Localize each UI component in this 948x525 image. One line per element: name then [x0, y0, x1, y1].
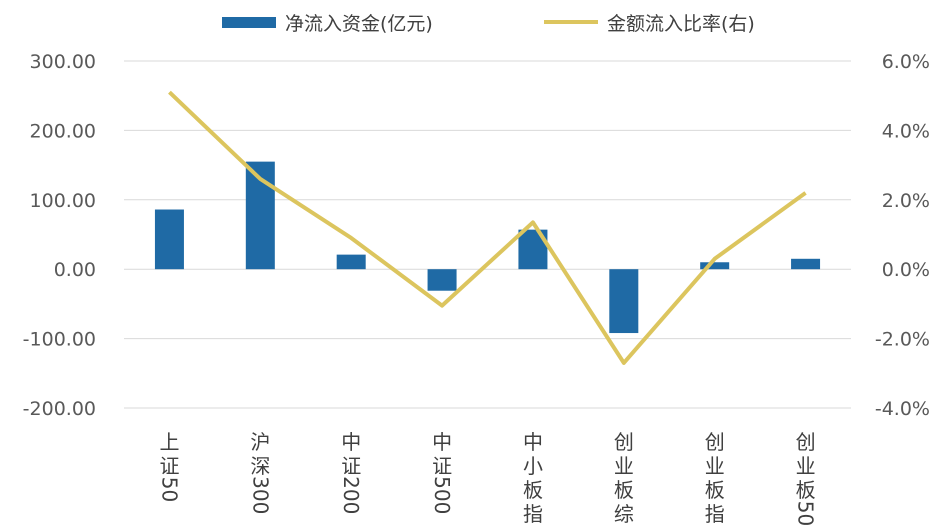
category-label-number: 500 [430, 476, 454, 514]
category-label-char: 证 [159, 454, 179, 478]
left-axis-ticks: -200.00 -100.00 0.00 100.00 200.00 300.00 [23, 51, 96, 420]
left-tick-label: 200.00 [30, 120, 96, 142]
bar [427, 269, 457, 291]
legend-bar-swatch [222, 17, 276, 28]
right-tick-label: 6.0% [882, 51, 930, 73]
gridlines [124, 60, 851, 409]
category-label-char: 创 [705, 430, 725, 454]
category-label-char: 证 [341, 454, 361, 478]
category-label-char: 业 [705, 454, 725, 478]
bar [609, 269, 639, 334]
right-axis-ticks: -4.0% -2.0% 0.0% 2.0% 4.0% 6.0% [875, 51, 930, 420]
category-label-number: 50 [157, 477, 181, 502]
left-tick-label: -100.00 [23, 329, 96, 351]
category-label-char: 小 [523, 454, 543, 478]
bar [700, 262, 730, 270]
right-tick-label: 0.0% [882, 259, 930, 281]
left-tick-label: -200.00 [23, 398, 96, 420]
category-label-char: 指 [523, 502, 543, 525]
category-label-char: 证 [432, 454, 452, 478]
category-label-char: 深 [250, 454, 270, 478]
category-label-char: 中 [523, 430, 543, 454]
category-label-char: 板 [523, 478, 543, 502]
category-label-char: 中 [341, 430, 361, 454]
legend-line-label: 金额流入比率(右) [607, 13, 755, 35]
category-label-char: 创 [796, 430, 816, 454]
category-label-number: 300 [248, 476, 272, 514]
category-label-char: 板 [796, 478, 816, 502]
line-path [168, 90, 807, 365]
left-tick-label: 300.00 [30, 51, 96, 73]
category-label-number: 200 [339, 476, 363, 514]
left-tick-label: 0.00 [54, 259, 96, 281]
legend-bar-label: 净流入资金(亿元) [285, 13, 433, 35]
category-label-number: 50 [794, 501, 818, 525]
bar-series [154, 161, 821, 334]
legend: 净流入资金(亿元) 金额流入比率(右) [222, 13, 755, 35]
bar [791, 258, 821, 270]
category-label-char: 指 [705, 502, 725, 525]
category-label-char: 上 [159, 430, 179, 454]
right-tick-label: 2.0% [882, 190, 930, 212]
category-label-char: 综 [614, 502, 634, 525]
category-label-char: 板 [705, 478, 725, 502]
category-label-char: 板 [614, 478, 634, 502]
category-label-char: 创 [614, 430, 634, 454]
line-series [168, 90, 807, 365]
category-label-char: 业 [614, 454, 634, 478]
category-label-char: 业 [796, 454, 816, 478]
bar [336, 254, 366, 270]
category-label-char: 沪 [250, 430, 270, 454]
right-tick-label: 4.0% [882, 120, 930, 142]
left-tick-label: 100.00 [30, 190, 96, 212]
category-label-char: 中 [432, 430, 452, 454]
bar [154, 209, 184, 270]
right-tick-label: -2.0% [875, 329, 930, 351]
right-tick-label: -4.0% [875, 398, 930, 420]
